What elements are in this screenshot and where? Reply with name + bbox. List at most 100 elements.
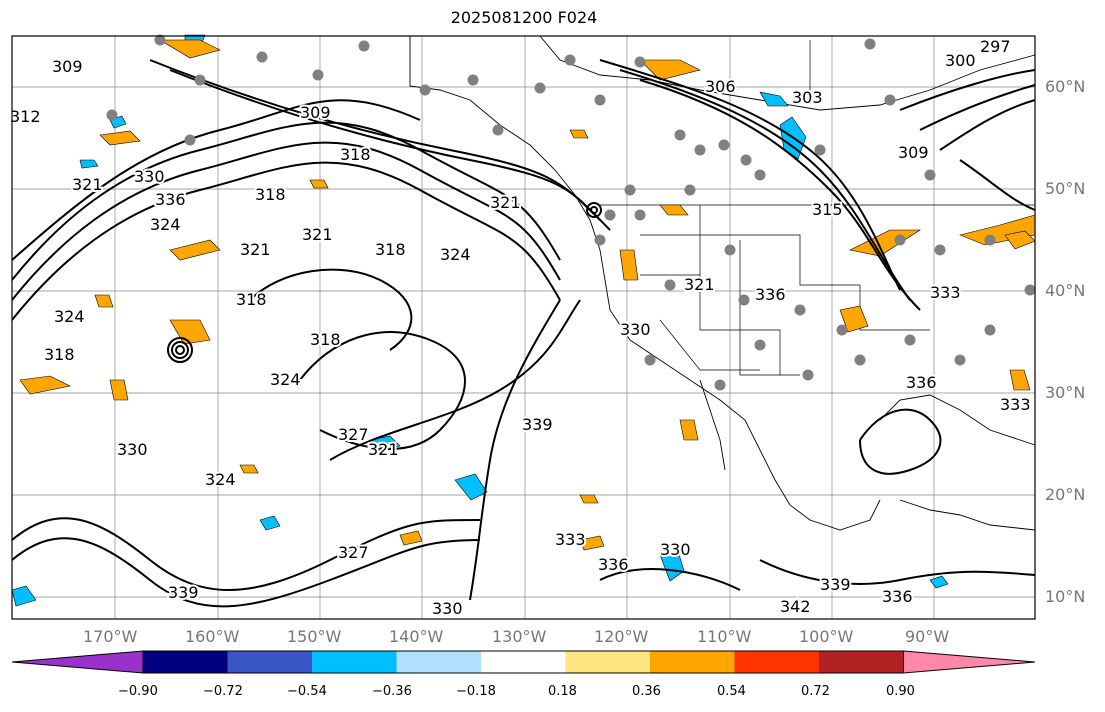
colorbar-extend-under <box>11 650 144 674</box>
station-marker <box>594 94 606 106</box>
colorbar-tick-label: −0.36 <box>372 684 412 699</box>
map-frame <box>11 35 1036 620</box>
contour-label: 318 <box>375 240 406 259</box>
contour-label: 324 <box>54 307 85 326</box>
contour-label: 306 <box>705 77 736 96</box>
station-marker <box>836 324 848 336</box>
contour-label: 318 <box>44 345 75 364</box>
map-title: 2025081200 F024 <box>450 8 598 27</box>
lat-grid-lines <box>12 86 1035 598</box>
lat-tick-label: 40°N <box>1045 281 1086 300</box>
station-marker <box>714 379 726 391</box>
contour-label: 330 <box>432 599 463 618</box>
contour-label: 336 <box>155 190 186 209</box>
contour-label: 318 <box>255 185 286 204</box>
contour-label: 339 <box>522 415 553 434</box>
colorbar-bin <box>819 651 904 673</box>
station-marker <box>1024 284 1036 296</box>
contour-label: 324 <box>270 370 301 389</box>
lat-tick-label: 60°N <box>1045 77 1086 96</box>
station-marker <box>106 109 118 121</box>
colorbar-tick-label: −0.90 <box>118 684 158 699</box>
station-marker <box>358 40 370 52</box>
station-marker <box>694 144 706 156</box>
station-marker <box>894 234 906 246</box>
contour-label: 321 <box>368 440 399 459</box>
station-marker <box>954 354 966 366</box>
station-marker <box>718 139 730 151</box>
colorbar-tick-label: 0.36 <box>632 684 661 699</box>
station-marker <box>564 54 576 66</box>
colorbar-bin <box>565 651 650 673</box>
station-marker <box>754 339 766 351</box>
colorbar-tick-label: 0.72 <box>801 684 830 699</box>
map-plot-area[interactable]: 309 312 321 330 336 324 318 321 309 318 321 321 318 3… <box>8 34 1036 620</box>
contour-label: 297 <box>980 37 1011 56</box>
contour-label: 339 <box>820 575 851 594</box>
contour-label: 330 <box>620 320 651 339</box>
station-markers <box>106 34 1036 391</box>
contour-label: 318 <box>340 145 371 164</box>
contour-label: 300 <box>945 51 976 70</box>
contour-label: 324 <box>205 470 236 489</box>
station-marker <box>802 369 814 381</box>
lat-tick-label: 20°N <box>1045 485 1086 504</box>
station-marker <box>984 234 996 246</box>
colorbar-tick-label: −0.54 <box>287 684 327 699</box>
station-marker <box>904 334 916 346</box>
station-marker <box>604 209 616 221</box>
station-marker <box>664 279 676 291</box>
contour-label: 327 <box>338 425 369 444</box>
contour-lines <box>11 59 1036 608</box>
colorbar-tick-label: 0.18 <box>548 684 577 699</box>
contour-label: 336 <box>598 555 629 574</box>
station-marker <box>814 144 826 156</box>
colorbar-frame <box>142 650 904 674</box>
colorbar-bin <box>481 651 566 673</box>
station-marker <box>854 354 866 366</box>
station-marker <box>924 169 936 181</box>
contour-label: 321 <box>302 225 333 244</box>
contour-label: 303 <box>792 88 823 107</box>
contour-label: 321 <box>72 175 103 194</box>
station-marker <box>884 94 896 106</box>
lon-tick-label: 130°W <box>492 627 547 646</box>
contour-label: 336 <box>882 587 913 606</box>
station-marker <box>738 294 750 306</box>
contour-label: 330 <box>117 440 148 459</box>
contour-label: 339 <box>168 583 199 602</box>
contour-label: 321 <box>490 193 521 212</box>
colorbar-extend-over <box>903 650 1036 674</box>
station-marker <box>934 244 946 256</box>
colorbar-tick-label: 0.90 <box>886 684 915 699</box>
lat-tick-label: 30°N <box>1045 383 1086 402</box>
colorbar-bin <box>312 651 397 673</box>
station-marker <box>467 74 479 86</box>
lon-tick-label: 150°W <box>287 627 342 646</box>
lon-grid-lines <box>114 36 935 619</box>
low-pressure-center <box>167 202 602 363</box>
colorbar-bin <box>396 651 481 673</box>
contour-label: 321 <box>684 275 715 294</box>
lon-tick-label: 140°W <box>389 627 444 646</box>
station-marker <box>492 124 504 136</box>
lon-tick-label: 100°W <box>799 627 854 646</box>
contour-label: 333 <box>930 283 961 302</box>
contour-label: 309 <box>52 57 83 76</box>
station-marker <box>754 169 766 181</box>
station-marker <box>634 209 646 221</box>
contour-label: 321 <box>240 240 271 259</box>
lat-tick-label: 50°N <box>1045 179 1086 198</box>
station-marker <box>724 244 736 256</box>
station-marker <box>624 184 636 196</box>
station-marker <box>684 184 696 196</box>
station-marker <box>740 154 752 166</box>
contour-label: 309 <box>300 103 331 122</box>
station-marker <box>984 324 996 336</box>
station-marker <box>184 134 196 146</box>
lon-tick-label: 120°W <box>594 627 649 646</box>
colorbar-bin <box>227 651 312 673</box>
positive-value-fills <box>19 39 1036 551</box>
station-marker <box>256 51 268 63</box>
